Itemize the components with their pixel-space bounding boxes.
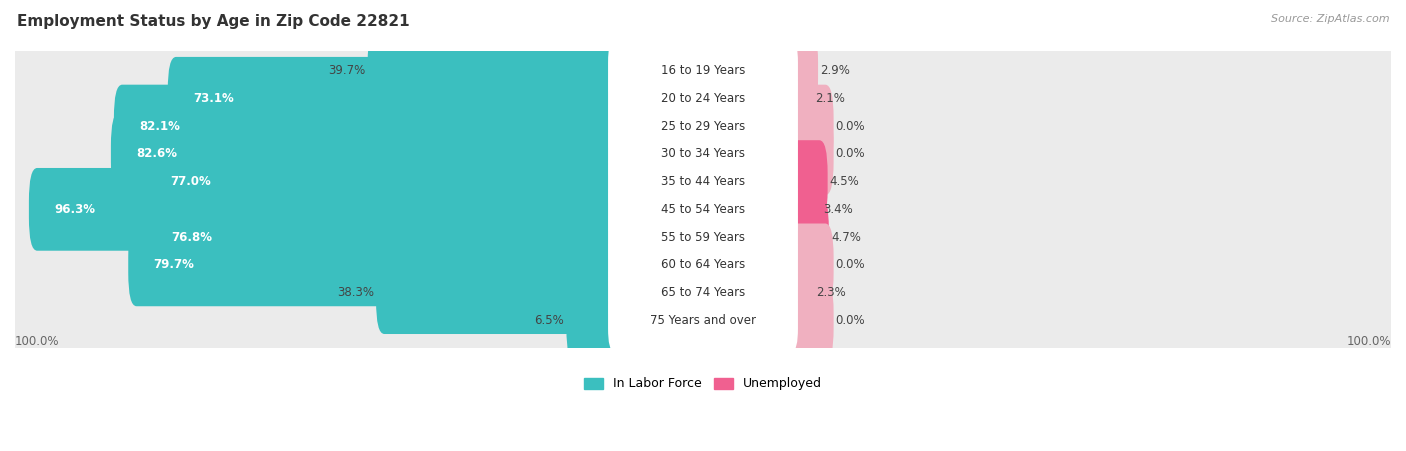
Text: 0.0%: 0.0%: [835, 258, 865, 272]
Legend: In Labor Force, Unemployed: In Labor Force, Unemployed: [579, 373, 827, 396]
Text: Source: ZipAtlas.com: Source: ZipAtlas.com: [1271, 14, 1389, 23]
FancyBboxPatch shape: [368, 29, 621, 112]
Text: 0.0%: 0.0%: [835, 120, 865, 133]
FancyBboxPatch shape: [4, 240, 1402, 345]
Text: 20 to 24 Years: 20 to 24 Years: [661, 92, 745, 105]
Text: 45 to 54 Years: 45 to 54 Years: [661, 203, 745, 216]
FancyBboxPatch shape: [4, 46, 1402, 151]
Text: 39.7%: 39.7%: [329, 64, 366, 77]
Text: 82.6%: 82.6%: [136, 147, 177, 160]
Text: 77.0%: 77.0%: [170, 175, 211, 188]
FancyBboxPatch shape: [128, 224, 621, 306]
Text: 55 to 59 Years: 55 to 59 Years: [661, 230, 745, 244]
FancyBboxPatch shape: [785, 196, 828, 278]
Text: 38.3%: 38.3%: [337, 286, 374, 299]
Text: 2.1%: 2.1%: [815, 92, 845, 105]
Text: 100.0%: 100.0%: [15, 335, 59, 348]
FancyBboxPatch shape: [4, 268, 1402, 373]
Text: 75 Years and over: 75 Years and over: [650, 314, 756, 327]
Text: 4.7%: 4.7%: [831, 230, 860, 244]
FancyBboxPatch shape: [607, 96, 799, 156]
FancyBboxPatch shape: [607, 207, 799, 267]
Text: 79.7%: 79.7%: [153, 258, 194, 272]
FancyBboxPatch shape: [4, 212, 1402, 318]
FancyBboxPatch shape: [111, 112, 621, 195]
FancyBboxPatch shape: [607, 152, 799, 212]
FancyBboxPatch shape: [785, 85, 834, 167]
Text: 0.0%: 0.0%: [835, 147, 865, 160]
FancyBboxPatch shape: [785, 224, 834, 306]
FancyBboxPatch shape: [145, 140, 621, 223]
FancyBboxPatch shape: [607, 290, 799, 351]
FancyBboxPatch shape: [607, 40, 799, 101]
FancyBboxPatch shape: [167, 57, 621, 140]
FancyBboxPatch shape: [607, 68, 799, 129]
Text: 60 to 64 Years: 60 to 64 Years: [661, 258, 745, 272]
Text: 16 to 19 Years: 16 to 19 Years: [661, 64, 745, 77]
FancyBboxPatch shape: [4, 18, 1402, 123]
FancyBboxPatch shape: [785, 140, 828, 223]
Text: 25 to 29 Years: 25 to 29 Years: [661, 120, 745, 133]
Text: 65 to 74 Years: 65 to 74 Years: [661, 286, 745, 299]
Text: 2.3%: 2.3%: [817, 286, 846, 299]
FancyBboxPatch shape: [30, 168, 621, 251]
FancyBboxPatch shape: [785, 57, 813, 140]
FancyBboxPatch shape: [785, 112, 834, 195]
FancyBboxPatch shape: [4, 74, 1402, 179]
FancyBboxPatch shape: [4, 129, 1402, 234]
FancyBboxPatch shape: [567, 279, 621, 362]
FancyBboxPatch shape: [607, 262, 799, 323]
FancyBboxPatch shape: [607, 124, 799, 184]
FancyBboxPatch shape: [114, 85, 621, 167]
FancyBboxPatch shape: [4, 184, 1402, 290]
Text: 35 to 44 Years: 35 to 44 Years: [661, 175, 745, 188]
Text: 4.5%: 4.5%: [830, 175, 859, 188]
Text: 2.9%: 2.9%: [820, 64, 851, 77]
Text: 76.8%: 76.8%: [172, 230, 212, 244]
Text: 100.0%: 100.0%: [1347, 335, 1391, 348]
FancyBboxPatch shape: [785, 168, 821, 251]
FancyBboxPatch shape: [785, 279, 834, 362]
FancyBboxPatch shape: [146, 196, 621, 278]
FancyBboxPatch shape: [4, 101, 1402, 206]
Text: 6.5%: 6.5%: [534, 314, 564, 327]
FancyBboxPatch shape: [607, 235, 799, 295]
Text: 0.0%: 0.0%: [835, 314, 865, 327]
Text: 30 to 34 Years: 30 to 34 Years: [661, 147, 745, 160]
Text: 73.1%: 73.1%: [193, 92, 233, 105]
FancyBboxPatch shape: [785, 29, 818, 112]
Text: 96.3%: 96.3%: [55, 203, 96, 216]
FancyBboxPatch shape: [607, 179, 799, 239]
FancyBboxPatch shape: [375, 251, 621, 334]
Text: Employment Status by Age in Zip Code 22821: Employment Status by Age in Zip Code 228…: [17, 14, 409, 28]
Text: 3.4%: 3.4%: [823, 203, 853, 216]
FancyBboxPatch shape: [4, 157, 1402, 262]
FancyBboxPatch shape: [785, 251, 814, 334]
Text: 82.1%: 82.1%: [139, 120, 180, 133]
